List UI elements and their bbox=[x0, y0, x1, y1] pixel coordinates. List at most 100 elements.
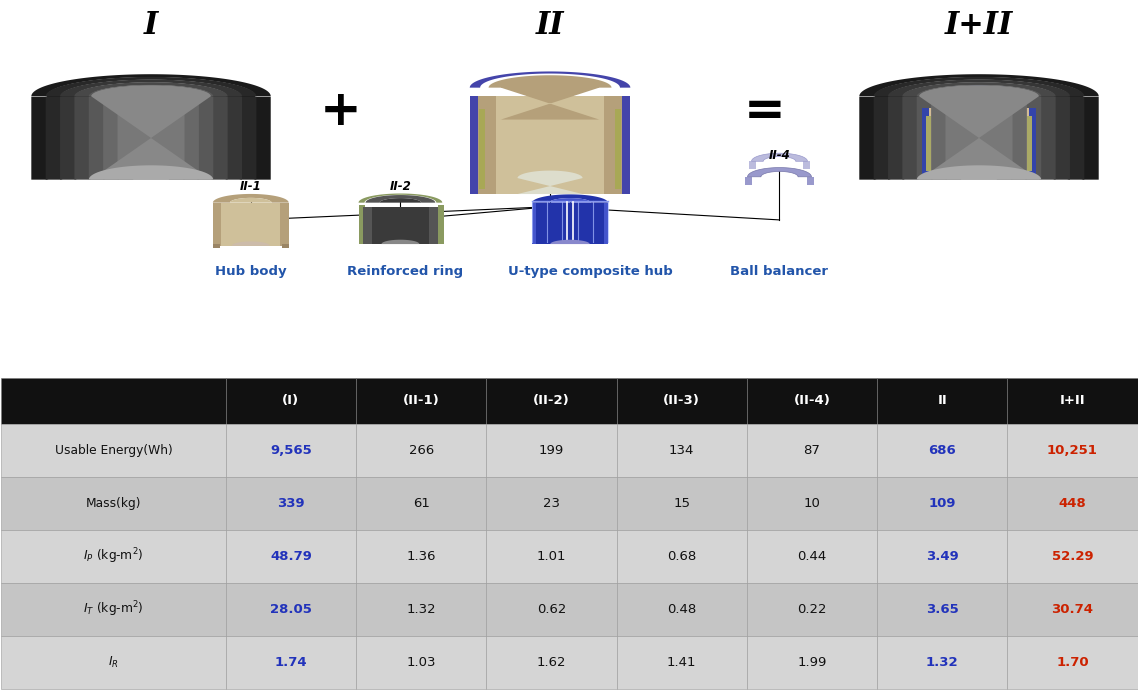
Bar bbox=[226, 530, 357, 583]
Bar bbox=[1026, 116, 1032, 172]
Polygon shape bbox=[902, 82, 1056, 180]
Bar bbox=[1007, 583, 1138, 636]
Text: Ball balancer: Ball balancer bbox=[730, 265, 828, 278]
Bar bbox=[477, 96, 495, 194]
Bar bbox=[615, 109, 622, 189]
Text: 0.48: 0.48 bbox=[667, 603, 696, 616]
Text: 28.05: 28.05 bbox=[270, 603, 312, 616]
Polygon shape bbox=[91, 85, 211, 180]
Bar bbox=[226, 424, 357, 477]
Text: 1.74: 1.74 bbox=[274, 655, 308, 669]
Bar bbox=[1, 424, 226, 477]
Bar bbox=[803, 161, 810, 168]
Polygon shape bbox=[549, 198, 591, 203]
Bar bbox=[372, 207, 429, 244]
Text: Hub body: Hub body bbox=[215, 265, 287, 278]
Text: I+II: I+II bbox=[945, 10, 1013, 41]
Polygon shape bbox=[230, 198, 271, 203]
Bar bbox=[806, 177, 813, 185]
Text: II: II bbox=[937, 394, 948, 407]
Bar bbox=[605, 96, 622, 194]
Bar bbox=[923, 108, 928, 176]
Text: 109: 109 bbox=[928, 497, 956, 510]
Text: 448: 448 bbox=[1058, 497, 1087, 510]
Bar bbox=[928, 108, 1030, 176]
Polygon shape bbox=[953, 92, 1005, 97]
Bar bbox=[226, 377, 357, 424]
Bar bbox=[486, 530, 616, 583]
Bar bbox=[495, 96, 605, 194]
Text: Reinforced ring: Reinforced ring bbox=[347, 265, 464, 278]
Bar bbox=[1007, 424, 1138, 477]
Bar bbox=[357, 530, 486, 583]
Polygon shape bbox=[46, 77, 256, 180]
Bar bbox=[747, 424, 877, 477]
Bar bbox=[1030, 108, 1035, 176]
Bar bbox=[1, 636, 226, 689]
Polygon shape bbox=[951, 159, 1007, 176]
Bar bbox=[618, 96, 630, 194]
Bar bbox=[616, 583, 747, 636]
Bar bbox=[616, 636, 747, 689]
Bar bbox=[745, 177, 753, 185]
Text: II: II bbox=[535, 10, 564, 41]
Text: 199: 199 bbox=[539, 444, 564, 457]
Polygon shape bbox=[213, 194, 288, 203]
Polygon shape bbox=[532, 195, 608, 203]
Polygon shape bbox=[501, 78, 599, 120]
Bar bbox=[226, 636, 357, 689]
Bar bbox=[1, 583, 226, 636]
Bar bbox=[469, 96, 482, 194]
Bar bbox=[616, 377, 747, 424]
Bar bbox=[357, 424, 486, 477]
Text: 339: 339 bbox=[277, 497, 305, 510]
Polygon shape bbox=[359, 193, 442, 203]
Bar bbox=[747, 636, 877, 689]
Bar bbox=[357, 636, 486, 689]
Text: 9,565: 9,565 bbox=[270, 444, 312, 457]
Text: 686: 686 bbox=[928, 444, 956, 457]
Bar bbox=[1007, 636, 1138, 689]
Polygon shape bbox=[232, 241, 270, 246]
Bar bbox=[877, 583, 1007, 636]
Text: 1.32: 1.32 bbox=[407, 603, 436, 616]
Bar bbox=[357, 583, 486, 636]
Polygon shape bbox=[517, 170, 582, 194]
Polygon shape bbox=[104, 88, 199, 180]
Polygon shape bbox=[31, 74, 271, 180]
Polygon shape bbox=[917, 165, 1041, 180]
Polygon shape bbox=[923, 85, 1035, 97]
Bar bbox=[486, 377, 616, 424]
Bar bbox=[359, 205, 364, 244]
Bar bbox=[357, 477, 486, 530]
Polygon shape bbox=[874, 77, 1084, 180]
Polygon shape bbox=[89, 165, 213, 180]
Bar bbox=[362, 207, 372, 244]
Text: 15: 15 bbox=[673, 497, 690, 510]
Bar bbox=[213, 203, 221, 246]
Bar bbox=[439, 205, 444, 244]
Bar bbox=[486, 583, 616, 636]
Text: $\mathit{I}$$_T$ (kg-m$^2$): $\mathit{I}$$_T$ (kg-m$^2$) bbox=[83, 599, 144, 619]
Text: 266: 266 bbox=[409, 444, 434, 457]
Text: 48.79: 48.79 bbox=[270, 550, 312, 563]
Text: 52.29: 52.29 bbox=[1051, 550, 1093, 563]
Text: 3.49: 3.49 bbox=[926, 550, 959, 563]
Polygon shape bbox=[514, 81, 587, 88]
Bar bbox=[747, 583, 877, 636]
Text: II-4: II-4 bbox=[769, 149, 790, 162]
Text: 1.03: 1.03 bbox=[407, 655, 436, 669]
Bar bbox=[280, 203, 288, 246]
Bar bbox=[357, 377, 486, 424]
Text: 1.41: 1.41 bbox=[667, 655, 696, 669]
Text: 3.65: 3.65 bbox=[926, 603, 959, 616]
Text: 23: 23 bbox=[543, 497, 560, 510]
Text: 61: 61 bbox=[412, 497, 429, 510]
Text: 1.70: 1.70 bbox=[1056, 655, 1089, 669]
Text: II-3: II-3 bbox=[559, 180, 581, 193]
Bar bbox=[604, 203, 608, 244]
Text: (II-2): (II-2) bbox=[533, 394, 570, 407]
Bar bbox=[486, 477, 616, 530]
Text: 0.22: 0.22 bbox=[797, 603, 827, 616]
Text: 1.32: 1.32 bbox=[926, 655, 959, 669]
